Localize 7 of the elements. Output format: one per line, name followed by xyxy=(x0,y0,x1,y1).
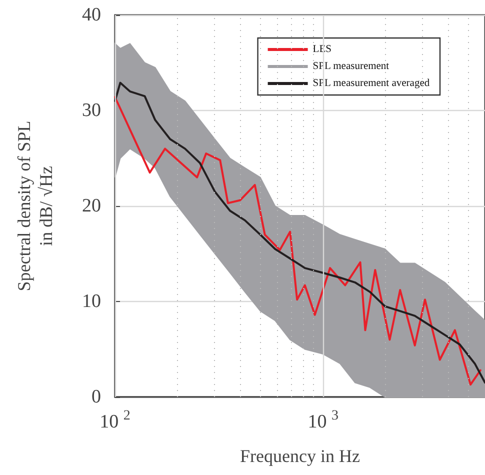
y-tick-label: 0 xyxy=(92,386,101,408)
x-axis-title: Frequency in Hz xyxy=(240,446,360,466)
y-tick-label: 10 xyxy=(82,291,101,312)
y-tick-label: 20 xyxy=(82,196,101,216)
y-tick-label: 30 xyxy=(82,100,101,121)
y-axis-title: Spectral density of SPL in dB/ √Hz xyxy=(14,120,56,292)
y-tick-label: 40 xyxy=(82,4,101,26)
